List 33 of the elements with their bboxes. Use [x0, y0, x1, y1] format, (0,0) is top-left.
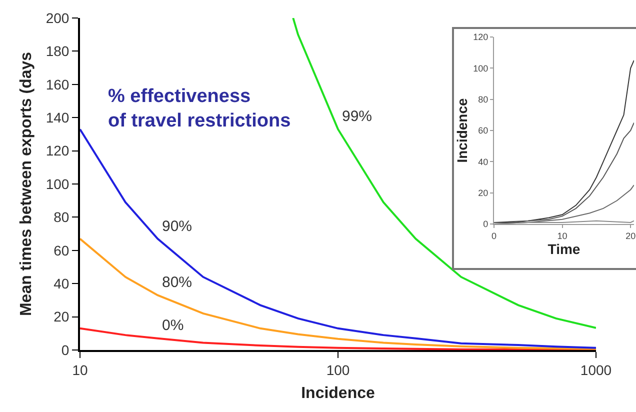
y-tick-label: 120	[46, 142, 70, 159]
x-tick-label: 10	[557, 230, 568, 241]
y-tick-label: 160	[46, 76, 70, 92]
series-label: 0%	[162, 317, 184, 334]
y-axis-title: Mean times between exports (days	[18, 52, 36, 316]
y-tick-label: 80	[54, 209, 70, 226]
y-tick-label: 200	[46, 10, 70, 26]
y-tick-label: 40	[54, 276, 70, 292]
y-tick-label: 80	[478, 94, 488, 104]
x-tick-label: 20	[626, 230, 636, 241]
y-tick-label: 20	[54, 308, 70, 325]
y-tick-label: 140	[46, 110, 70, 126]
x-axis-title: Time	[548, 240, 580, 257]
y-tick-label: 0	[483, 219, 488, 230]
y-tick-label: 40	[478, 156, 488, 167]
y-tick-label: 60	[478, 126, 488, 136]
y-tick-label: 100	[46, 176, 70, 192]
x-tick-label: 1000	[580, 362, 612, 378]
y-tick-label: 0	[61, 342, 70, 358]
y-tick-label: 20	[478, 188, 488, 198]
x-axis-title: Incidence	[301, 385, 375, 402]
series-label: 99%	[342, 108, 372, 125]
y-tick-label: 60	[54, 242, 70, 258]
y-tick-label: 120	[473, 32, 488, 42]
x-tick-label: 100	[326, 362, 350, 378]
y-tick-label: 180	[46, 43, 70, 60]
annotation: % effectiveness of travel restrictions	[108, 86, 291, 132]
series-label: 80%	[162, 274, 192, 291]
series-label: 90%	[162, 218, 192, 235]
x-tick-label: 0	[491, 230, 497, 241]
y-tick-label: 100	[473, 63, 488, 74]
y-axis-title: Incidence	[454, 98, 470, 163]
x-tick-label: 10	[72, 362, 88, 378]
